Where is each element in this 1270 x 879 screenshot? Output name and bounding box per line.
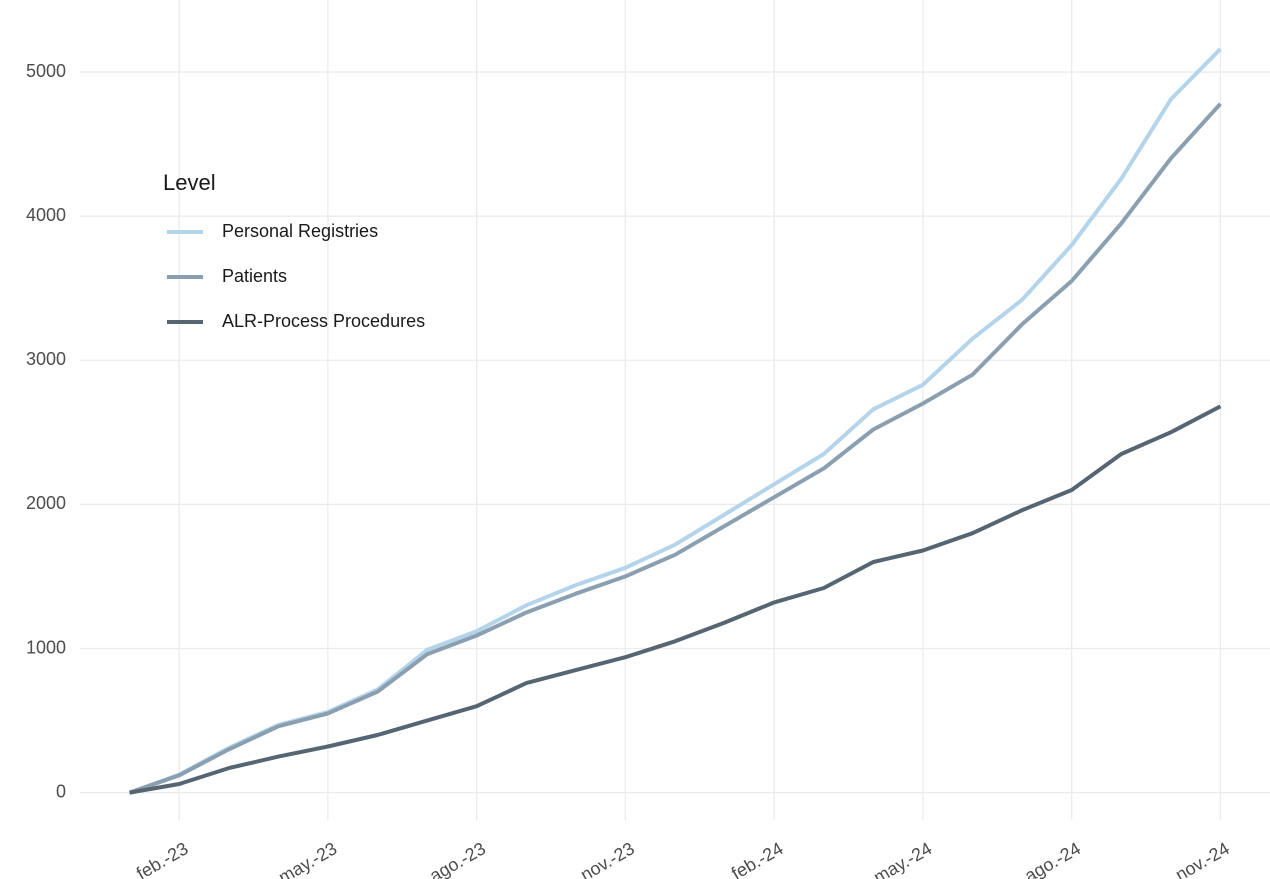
x-tick-label: ago.-23 <box>426 838 489 879</box>
grid <box>80 0 1270 820</box>
x-tick-label: feb.-24 <box>728 838 787 879</box>
y-tick-label: 2000 <box>26 493 66 513</box>
legend-label: Personal Registries <box>222 221 378 241</box>
x-tick-label: may.-23 <box>275 838 340 879</box>
y-tick-label: 1000 <box>26 637 66 657</box>
y-tick-label: 5000 <box>26 61 66 81</box>
x-tick-label: ago.-24 <box>1021 838 1084 879</box>
legend-label: Patients <box>222 266 287 286</box>
legend-title: Level <box>163 170 216 195</box>
line <box>128 47 1222 795</box>
legend-label: ALR-Process Procedures <box>222 311 425 331</box>
line <box>128 102 1222 795</box>
y-tick-label: 3000 <box>26 349 66 369</box>
legend: Level Personal Registries Patients ALR-Pro… <box>163 170 425 331</box>
x-tick-label: may.-24 <box>870 838 935 879</box>
x-tick-label: nov.-23 <box>577 838 638 879</box>
line <box>129 404 1222 795</box>
y-tick-label: 4000 <box>26 205 66 225</box>
x-tick-label: feb.-23 <box>133 838 192 879</box>
y-tick-label: 0 <box>56 781 66 801</box>
x-tick-label: nov.-24 <box>1172 838 1233 879</box>
